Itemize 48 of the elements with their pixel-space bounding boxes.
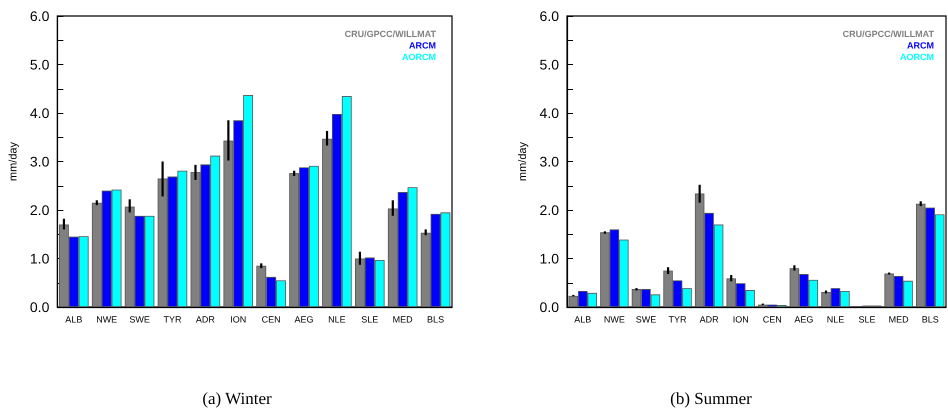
x-tick-label: ALB [65, 314, 82, 324]
x-tick-label: TYR [163, 314, 182, 324]
x-tick-label: ION [732, 314, 749, 324]
text: (a) Winter [202, 389, 272, 408]
x-tick-label: SLE [858, 314, 876, 324]
y-tick-label: 0.0 [30, 299, 50, 315]
x-tick-label: SWE [636, 314, 656, 324]
x-tick-label: AEG [794, 314, 814, 324]
y-tick-label: 6.0 [30, 8, 50, 24]
x-tick-label: SWE [129, 314, 150, 324]
x-tick-label: MED [392, 314, 414, 324]
text: (b) Summer [670, 389, 752, 408]
y-tick-label: 1.0 [540, 250, 560, 266]
x-tick-label: BLS [922, 314, 939, 324]
text: AORCM [900, 52, 934, 62]
x-tick-label: MED [888, 314, 910, 324]
y-tick-label: 0.0 [540, 299, 560, 315]
x-tick-label: CEN [762, 314, 782, 324]
x-tick-label: TYR [668, 314, 688, 324]
x-tick-label: ADR [700, 314, 720, 324]
text: CRU/GPCC/WILLMAT [344, 29, 436, 39]
y-tick-label: 3.0 [540, 154, 560, 170]
text: CRU/GPCC/WILLMAT [842, 29, 934, 39]
y-axis-title: mm/day [517, 141, 530, 182]
y-tick-label: 4.0 [30, 105, 50, 121]
y-axis-title: mm/day [8, 141, 20, 182]
text: ARCM [409, 40, 436, 50]
y-tick-label: 6.0 [540, 8, 560, 24]
text: ARCM [907, 40, 934, 50]
x-tick-label: NLE [826, 314, 844, 324]
x-tick-label: ION [230, 314, 246, 324]
y-tick-label: 4.0 [540, 105, 560, 121]
x-tick-label: BLS [427, 314, 444, 324]
x-tick-label: SLE [361, 314, 378, 324]
y-tick-label: 1.0 [30, 250, 50, 266]
x-tick-label: ADR [196, 314, 216, 324]
y-tick-label: 2.0 [540, 202, 560, 218]
text: AORCM [402, 52, 436, 62]
y-tick-label: 3.0 [30, 154, 50, 170]
x-tick-label: NWE [96, 314, 118, 324]
y-tick-label: 5.0 [540, 56, 560, 72]
x-tick-label: CEN [262, 314, 281, 324]
x-tick-label: AEG [294, 314, 314, 324]
x-tick-label: NLE [328, 314, 346, 324]
y-tick-label: 5.0 [30, 56, 50, 72]
x-tick-label: ALB [574, 314, 592, 324]
y-tick-label: 2.0 [30, 202, 50, 218]
x-tick-label: NWE [604, 314, 625, 324]
